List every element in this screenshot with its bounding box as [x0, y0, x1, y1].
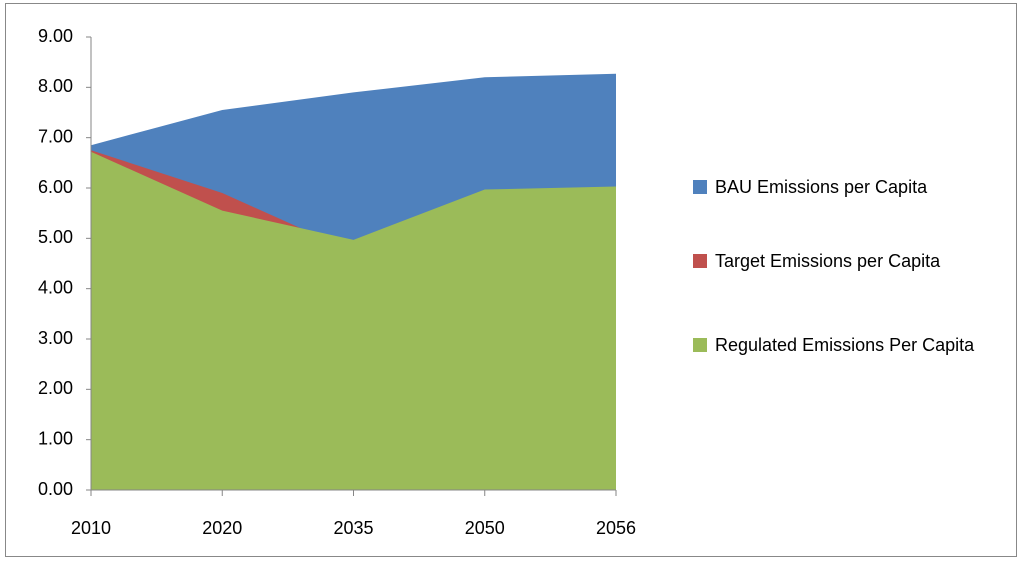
- y-tick-label: 1.00: [38, 428, 73, 448]
- legend-item: Target Emissions per Capita: [693, 246, 995, 276]
- legend-swatch: [693, 180, 707, 194]
- y-tick-label: 4.00: [38, 277, 73, 297]
- x-tick-label: 2010: [71, 518, 111, 538]
- y-tick-label: 7.00: [38, 126, 73, 146]
- legend-label: BAU Emissions per Capita: [715, 177, 928, 197]
- area: [91, 151, 616, 490]
- legend-swatch: [693, 338, 707, 352]
- y-tick-label: 9.00: [38, 26, 73, 46]
- legend-swatch: [693, 254, 707, 268]
- x-tick-label: 2056: [596, 518, 636, 538]
- x-tick-label: 2020: [202, 518, 242, 538]
- legend-label: Target Emissions per Capita: [715, 251, 941, 271]
- y-tick-label: 3.00: [38, 328, 73, 348]
- y-tick-label: 6.00: [38, 177, 73, 197]
- y-tick-label: 8.00: [38, 76, 73, 96]
- x-tick-label: 2035: [333, 518, 373, 538]
- legend-item: Regulated Emissions Per Capita: [693, 330, 995, 360]
- legend-item: BAU Emissions per Capita: [693, 172, 995, 202]
- y-tick-label: 0.00: [38, 479, 73, 499]
- x-tick-label: 2050: [465, 518, 505, 538]
- legend-label: Regulated Emissions Per Capita: [715, 335, 975, 355]
- y-tick-label: 2.00: [38, 378, 73, 398]
- y-tick-label: 5.00: [38, 227, 73, 247]
